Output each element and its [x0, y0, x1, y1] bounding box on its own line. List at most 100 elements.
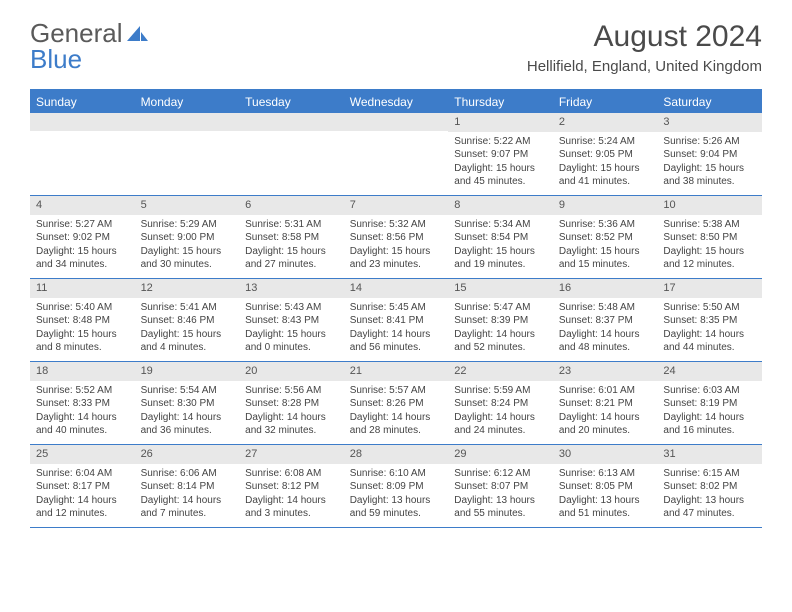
day-line: Sunrise: 5:40 AM [36, 301, 129, 315]
day-number: 21 [344, 362, 449, 381]
day-line: and 23 minutes. [350, 258, 443, 272]
day-line: Sunset: 8:24 PM [454, 397, 547, 411]
day-line: Sunset: 8:48 PM [36, 314, 129, 328]
day-line: Daylight: 14 hours [663, 411, 756, 425]
day-body: Sunrise: 5:43 AMSunset: 8:43 PMDaylight:… [239, 298, 344, 359]
day-line: Sunrise: 6:04 AM [36, 467, 129, 481]
day-line: Daylight: 15 hours [559, 245, 652, 259]
day-line: and 45 minutes. [454, 175, 547, 189]
day-cell: 17Sunrise: 5:50 AMSunset: 8:35 PMDayligh… [657, 279, 762, 361]
page-header: General Blue August 2024 Hellifield, Eng… [0, 0, 792, 83]
day-line: and 30 minutes. [141, 258, 234, 272]
day-line: and 4 minutes. [141, 341, 234, 355]
day-cell: 8Sunrise: 5:34 AMSunset: 8:54 PMDaylight… [448, 196, 553, 278]
month-title: August 2024 [527, 20, 762, 54]
day-line: Sunrise: 6:06 AM [141, 467, 234, 481]
day-cell: 1Sunrise: 5:22 AMSunset: 9:07 PMDaylight… [448, 113, 553, 195]
day-body: Sunrise: 6:04 AMSunset: 8:17 PMDaylight:… [30, 464, 135, 525]
day-header: Tuesday [239, 91, 344, 113]
day-line: Sunrise: 6:03 AM [663, 384, 756, 398]
day-line: and 0 minutes. [245, 341, 338, 355]
day-number: 18 [30, 362, 135, 381]
day-number: 10 [657, 196, 762, 215]
day-body: Sunrise: 5:50 AMSunset: 8:35 PMDaylight:… [657, 298, 762, 359]
logo: General Blue [30, 20, 149, 72]
day-line: and 15 minutes. [559, 258, 652, 272]
day-cell: 7Sunrise: 5:32 AMSunset: 8:56 PMDaylight… [344, 196, 449, 278]
day-line: Daylight: 15 hours [245, 328, 338, 342]
day-body: Sunrise: 5:48 AMSunset: 8:37 PMDaylight:… [553, 298, 658, 359]
day-cell: 5Sunrise: 5:29 AMSunset: 9:00 PMDaylight… [135, 196, 240, 278]
day-number: 23 [553, 362, 658, 381]
day-body: Sunrise: 5:57 AMSunset: 8:26 PMDaylight:… [344, 381, 449, 442]
day-line: Sunset: 8:02 PM [663, 480, 756, 494]
day-body [239, 131, 344, 138]
day-line: Sunrise: 5:45 AM [350, 301, 443, 315]
day-line: Sunrise: 5:32 AM [350, 218, 443, 232]
day-number: 3 [657, 113, 762, 132]
day-body: Sunrise: 5:31 AMSunset: 8:58 PMDaylight:… [239, 215, 344, 276]
day-line: Sunrise: 6:12 AM [454, 467, 547, 481]
day-cell: 27Sunrise: 6:08 AMSunset: 8:12 PMDayligh… [239, 445, 344, 527]
day-body: Sunrise: 5:41 AMSunset: 8:46 PMDaylight:… [135, 298, 240, 359]
day-line: Sunset: 8:09 PM [350, 480, 443, 494]
logo-text-bottom: Blue [30, 44, 82, 74]
day-number: 25 [30, 445, 135, 464]
day-body [135, 131, 240, 138]
day-line: and 34 minutes. [36, 258, 129, 272]
day-line: Sunrise: 5:59 AM [454, 384, 547, 398]
day-line: Daylight: 14 hours [141, 411, 234, 425]
day-cell: 21Sunrise: 5:57 AMSunset: 8:26 PMDayligh… [344, 362, 449, 444]
day-cell: 9Sunrise: 5:36 AMSunset: 8:52 PMDaylight… [553, 196, 658, 278]
day-line: and 7 minutes. [141, 507, 234, 521]
day-number: 17 [657, 279, 762, 298]
day-cell: 10Sunrise: 5:38 AMSunset: 8:50 PMDayligh… [657, 196, 762, 278]
day-number: 5 [135, 196, 240, 215]
day-line: Daylight: 15 hours [141, 328, 234, 342]
day-line: Daylight: 15 hours [245, 245, 338, 259]
day-line: Sunrise: 5:50 AM [663, 301, 756, 315]
day-line: Daylight: 14 hours [454, 328, 547, 342]
day-body: Sunrise: 5:40 AMSunset: 8:48 PMDaylight:… [30, 298, 135, 359]
day-body: Sunrise: 5:26 AMSunset: 9:04 PMDaylight:… [657, 132, 762, 193]
day-line: Daylight: 15 hours [663, 245, 756, 259]
day-line: and 56 minutes. [350, 341, 443, 355]
day-body: Sunrise: 6:01 AMSunset: 8:21 PMDaylight:… [553, 381, 658, 442]
day-cell: 12Sunrise: 5:41 AMSunset: 8:46 PMDayligh… [135, 279, 240, 361]
day-line: Sunrise: 5:24 AM [559, 135, 652, 149]
day-line: and 19 minutes. [454, 258, 547, 272]
day-line: Sunset: 9:02 PM [36, 231, 129, 245]
day-number: 22 [448, 362, 553, 381]
day-body: Sunrise: 6:13 AMSunset: 8:05 PMDaylight:… [553, 464, 658, 525]
day-cell: 11Sunrise: 5:40 AMSunset: 8:48 PMDayligh… [30, 279, 135, 361]
day-body: Sunrise: 5:56 AMSunset: 8:28 PMDaylight:… [239, 381, 344, 442]
day-line: Sunset: 8:28 PM [245, 397, 338, 411]
day-number: 11 [30, 279, 135, 298]
day-cell [344, 113, 449, 195]
day-line: Sunrise: 5:54 AM [141, 384, 234, 398]
day-line: Daylight: 14 hours [36, 494, 129, 508]
day-line: Sunrise: 5:38 AM [663, 218, 756, 232]
day-line: Daylight: 13 hours [663, 494, 756, 508]
week-row: 25Sunrise: 6:04 AMSunset: 8:17 PMDayligh… [30, 445, 762, 528]
day-body: Sunrise: 5:52 AMSunset: 8:33 PMDaylight:… [30, 381, 135, 442]
day-cell: 29Sunrise: 6:12 AMSunset: 8:07 PMDayligh… [448, 445, 553, 527]
day-header-row: SundayMondayTuesdayWednesdayThursdayFrid… [30, 91, 762, 113]
day-line: and 16 minutes. [663, 424, 756, 438]
calendar-grid: SundayMondayTuesdayWednesdayThursdayFrid… [30, 89, 762, 528]
day-line: Sunset: 8:12 PM [245, 480, 338, 494]
day-line: Daylight: 14 hours [245, 494, 338, 508]
day-body: Sunrise: 5:34 AMSunset: 8:54 PMDaylight:… [448, 215, 553, 276]
day-line: Sunset: 9:00 PM [141, 231, 234, 245]
day-line: Sunset: 9:04 PM [663, 148, 756, 162]
day-line: and 27 minutes. [245, 258, 338, 272]
day-line: and 59 minutes. [350, 507, 443, 521]
day-number: 24 [657, 362, 762, 381]
day-line: Sunset: 8:19 PM [663, 397, 756, 411]
day-cell: 23Sunrise: 6:01 AMSunset: 8:21 PMDayligh… [553, 362, 658, 444]
day-body: Sunrise: 6:08 AMSunset: 8:12 PMDaylight:… [239, 464, 344, 525]
day-line: Sunrise: 5:47 AM [454, 301, 547, 315]
day-number [135, 113, 240, 131]
day-line: Sunset: 9:07 PM [454, 148, 547, 162]
day-line: Sunset: 8:05 PM [559, 480, 652, 494]
